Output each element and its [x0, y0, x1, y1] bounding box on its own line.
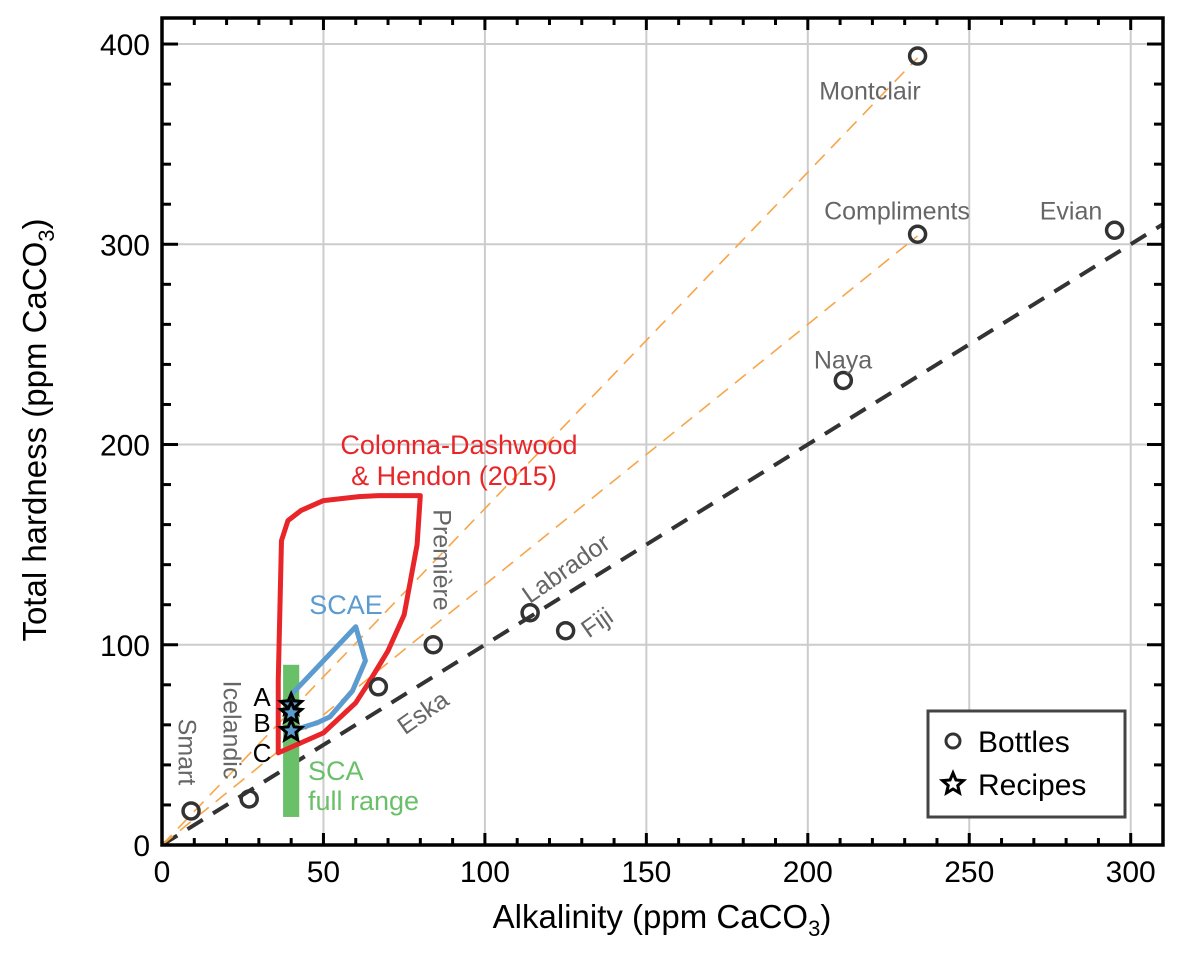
legend-label-bottles: Bottles	[978, 726, 1070, 759]
x-tick-label: 200	[783, 856, 833, 889]
x-tick-label: 250	[944, 856, 994, 889]
bottle-point	[907, 224, 928, 245]
legend-star-icon	[938, 769, 968, 797]
x-tick-label: 0	[154, 856, 171, 889]
y-tick-label: 200	[100, 430, 150, 463]
plot-frame	[160, 16, 1165, 847]
legend-circle-icon	[944, 732, 962, 750]
sca-label: SCA	[308, 756, 364, 786]
bottle-label: Montclair	[819, 78, 920, 106]
guide-line-orange-compliments	[162, 235, 919, 845]
annotations: Colonna-Dashwood & Hendon (2015) SCAE SCAf…	[172, 78, 1102, 816]
bottles	[181, 46, 1125, 821]
bottle-point	[181, 801, 201, 821]
legend-label-recipes: Recipes	[978, 769, 1086, 802]
x-tick-label: 150	[621, 856, 671, 889]
bottle-point	[520, 602, 540, 623]
bottle-point	[423, 635, 443, 655]
bottle-point	[239, 789, 259, 809]
recipe-star-point	[277, 716, 306, 743]
sca-label-2: full range	[308, 786, 419, 816]
recipe-label: C	[253, 738, 272, 768]
bottle-label: Première	[427, 509, 455, 610]
legend: Bottles Recipes	[926, 709, 1127, 819]
x-tick-label: 100	[460, 856, 510, 889]
axes: 0 50 100 150 200 250 300 0 100 200 300 400	[100, 16, 1165, 889]
y-tick-label: 300	[100, 229, 150, 262]
guide-line-black-1to1	[162, 222, 1163, 845]
bottle-label: Evian	[1040, 198, 1103, 226]
recipe-label: B	[253, 708, 270, 738]
y-axis-label: Total hardness (ppm CaCO3)	[16, 218, 59, 641]
bottle-label: Icelandic	[217, 681, 245, 780]
bottle-label: Smart	[172, 719, 200, 786]
x-tick-label: 300	[1106, 856, 1156, 889]
recipe-label: A	[253, 682, 271, 712]
colonna-dashwood-region	[275, 493, 423, 756]
bottle-label: Eska	[392, 685, 454, 740]
x-tick-label: 50	[307, 856, 340, 889]
legend-box	[926, 709, 1127, 819]
bottle-label: Naya	[814, 347, 872, 375]
scae-label: SCAE	[309, 590, 383, 620]
grid	[162, 18, 1163, 845]
scae-region	[288, 624, 368, 734]
colonna-dashwood-label: Colonna-Dashwood	[340, 430, 577, 460]
y-tick-label: 100	[100, 630, 150, 663]
bottle-point	[368, 677, 389, 697]
bottle-label: Fiji	[576, 602, 618, 643]
bottle-label: Labrador	[517, 529, 615, 609]
y-tick-label: 0	[133, 830, 150, 863]
colonna-dashwood-label-2: & Hendon (2015)	[351, 461, 557, 491]
bottle-point	[833, 370, 854, 391]
bottle-point	[555, 620, 576, 641]
bottle-point	[1104, 220, 1125, 241]
x-axis-label: Alkalinity (ppm CaCO3)	[493, 898, 832, 941]
guide-line-orange-montclair	[162, 57, 919, 845]
recipes	[277, 689, 306, 743]
y-tick-label: 400	[100, 29, 150, 62]
bottle-label: Compliments	[824, 198, 970, 226]
bottle-point	[907, 46, 928, 66]
